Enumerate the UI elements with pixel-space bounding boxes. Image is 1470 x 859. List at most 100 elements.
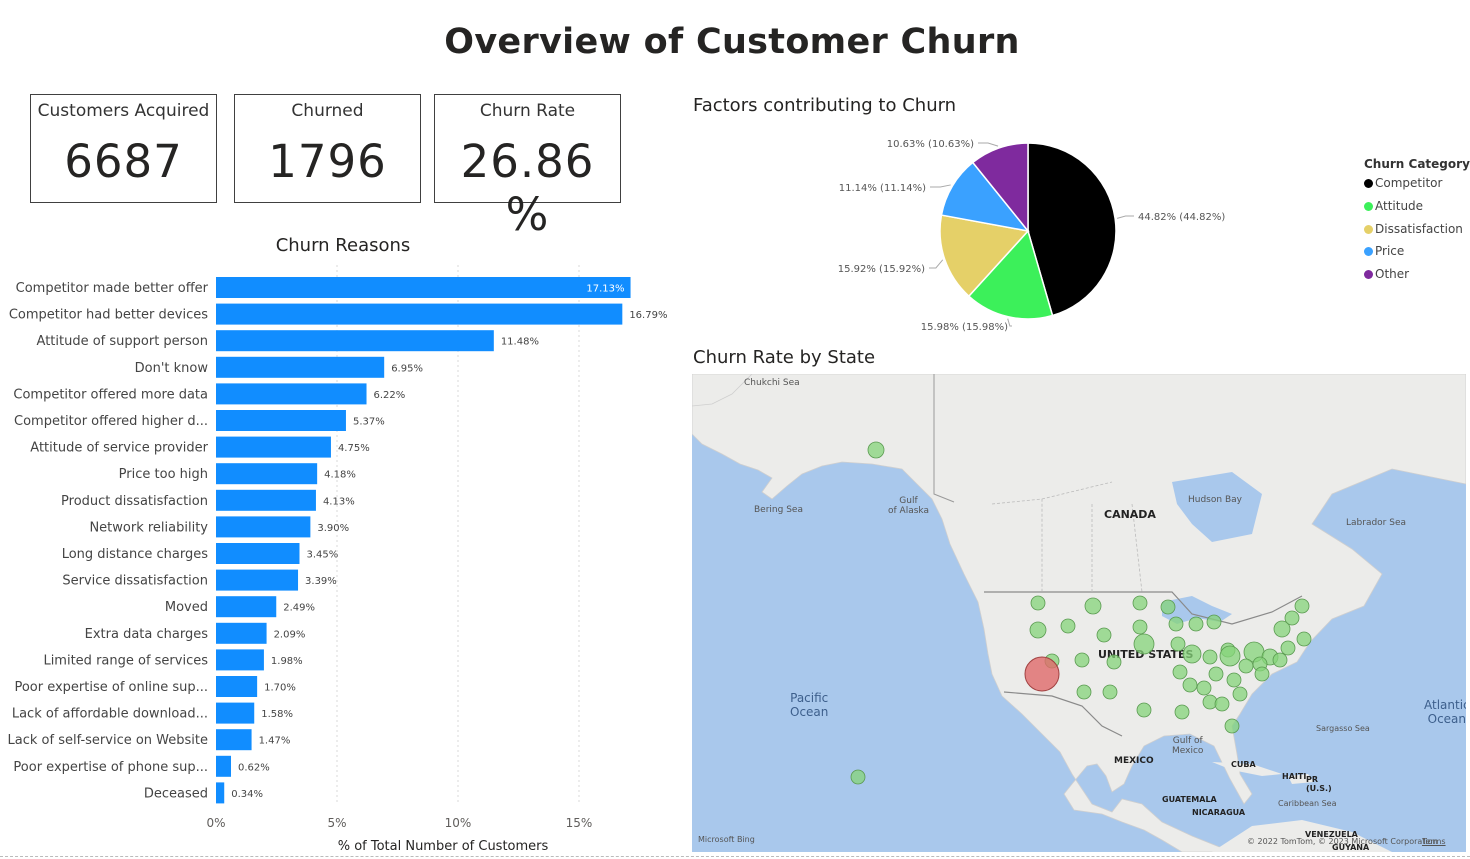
legend-label: Dissatisfaction [1375,221,1463,236]
bar[interactable] [216,277,631,298]
bar-data-label: 1.58% [261,709,293,720]
state-bubble[interactable] [1172,664,1188,680]
bar-data-label: 11.48% [501,337,539,348]
state-bubble[interactable] [1284,610,1300,626]
bar[interactable] [216,702,255,724]
terms-link[interactable]: Terms [1422,837,1446,846]
state-bubble[interactable] [1084,597,1102,615]
state-bubble[interactable] [1226,672,1242,688]
map-label-caribbean: Caribbean Sea [1278,799,1337,808]
state-bubble[interactable] [1029,621,1047,639]
state-bubble[interactable] [1160,599,1176,615]
bar[interactable] [216,569,299,591]
state-bubble[interactable] [1280,640,1296,656]
state-bubble[interactable] [1074,652,1090,668]
bar[interactable] [216,436,331,458]
legend-item[interactable]: Attitude [1364,199,1423,213]
bar[interactable] [216,755,232,777]
state-bubble[interactable] [1206,614,1222,630]
legend-marker [1364,270,1373,280]
state-bubble[interactable] [1254,666,1270,682]
state-bubble[interactable] [1232,686,1248,702]
state-bubble[interactable] [1132,595,1148,611]
state-bubble[interactable] [867,441,885,459]
bar[interactable] [216,729,252,751]
bar-category-label: Moved [165,600,208,615]
legend-item[interactable]: Other [1364,267,1409,281]
state-bubble[interactable] [1214,696,1230,712]
kpi-value: 26.86 % [460,135,595,241]
bar[interactable] [216,649,264,671]
bubble-layer[interactable] [692,374,1466,852]
bar[interactable] [216,410,346,431]
state-bubble[interactable] [1224,718,1240,734]
state-bubble[interactable] [1188,616,1204,632]
bar[interactable] [216,330,494,352]
bar[interactable] [216,489,316,511]
map-attribution: © 2022 TomTom, © 2023 Microsoft Corporat… [1247,837,1438,846]
pie-slice[interactable] [940,161,1030,233]
churn-category-pie-chart[interactable]: 44.82% (44.82%) 15.98% (15.98%) 15.92% (15… [690,120,1350,345]
bar[interactable] [216,622,267,644]
bar-data-label: 0.34% [231,789,263,800]
state-bubble[interactable] [1208,666,1224,682]
state-bubble[interactable] [1174,704,1190,720]
state-bubble[interactable] [1182,644,1202,664]
bar[interactable] [216,303,623,325]
state-bubble-highlight[interactable] [1024,656,1060,692]
bar-category-label: Service dissatisfaction [62,574,208,589]
churn-rate-map[interactable]: Chukchi Sea Bering Sea Gulf of Alaska Hudso… [692,374,1466,852]
bar-data-label: 4.75% [338,443,370,454]
state-bubble[interactable] [1238,658,1254,674]
kpi-card-customers-acquired[interactable]: Customers Acquired 6687 [30,94,217,203]
churn-reasons-bar-chart[interactable]: Churn Reasons 0% 5% 10% 15% Competitor made… [0,228,690,856]
state-bubble[interactable] [1196,680,1212,696]
pie-slice[interactable] [967,229,1054,320]
legend-item[interactable]: Price [1364,244,1404,258]
state-bubble[interactable] [1060,618,1076,634]
bar[interactable] [216,596,277,618]
bar-data-label: 1.70% [264,683,296,694]
pie-slice[interactable] [1027,142,1117,317]
state-bubble[interactable] [1102,684,1118,700]
map-canvas[interactable] [692,374,1466,852]
state-bubble[interactable] [1132,619,1148,635]
state-bubble[interactable] [1219,645,1241,667]
state-bubble[interactable] [850,769,866,785]
state-bubble[interactable] [1273,620,1291,638]
pie-data-label: 44.82% (44.82%) [1138,212,1225,223]
state-bubble[interactable] [1182,677,1198,693]
legend-label: Other [1375,267,1410,282]
state-bubble[interactable] [1030,595,1046,611]
map-label-chukchi: Chukchi Sea [744,378,800,388]
state-bubble[interactable] [1272,652,1288,668]
state-bubble[interactable] [1170,636,1186,652]
land-hispaniola [1288,774,1314,784]
bar[interactable] [216,463,318,485]
state-bubble[interactable] [1136,702,1152,718]
bar-data-label: 5.37% [353,417,385,428]
state-bubble[interactable] [1294,598,1310,614]
legend-item[interactable]: Competitor [1364,176,1442,190]
legend-label: Price [1375,244,1405,259]
bar[interactable] [216,356,385,378]
state-bubble[interactable] [1133,633,1155,655]
state-bubble[interactable] [1096,627,1112,643]
bar[interactable] [216,516,311,538]
bar[interactable] [216,782,225,804]
kpi-card-churned[interactable]: Churned 1796 [234,94,421,203]
state-bubble[interactable] [1168,616,1184,632]
state-bubble[interactable] [1202,649,1218,665]
pie-slice[interactable] [971,142,1029,234]
bar[interactable] [216,383,367,405]
bar[interactable] [216,676,258,697]
state-bubble[interactable] [1296,631,1312,647]
state-bubble[interactable] [1106,654,1122,670]
bar[interactable] [216,543,300,564]
legend-item[interactable]: Dissatisfaction [1364,222,1463,236]
bar-data-label: 3.90% [317,523,349,534]
state-bubble[interactable] [1076,684,1092,700]
kpi-card-churn-rate[interactable]: Churn Rate 26.86 % [434,94,621,241]
pie-slice[interactable] [939,214,1030,298]
bar-category-label: Lack of affordable download... [12,707,208,722]
